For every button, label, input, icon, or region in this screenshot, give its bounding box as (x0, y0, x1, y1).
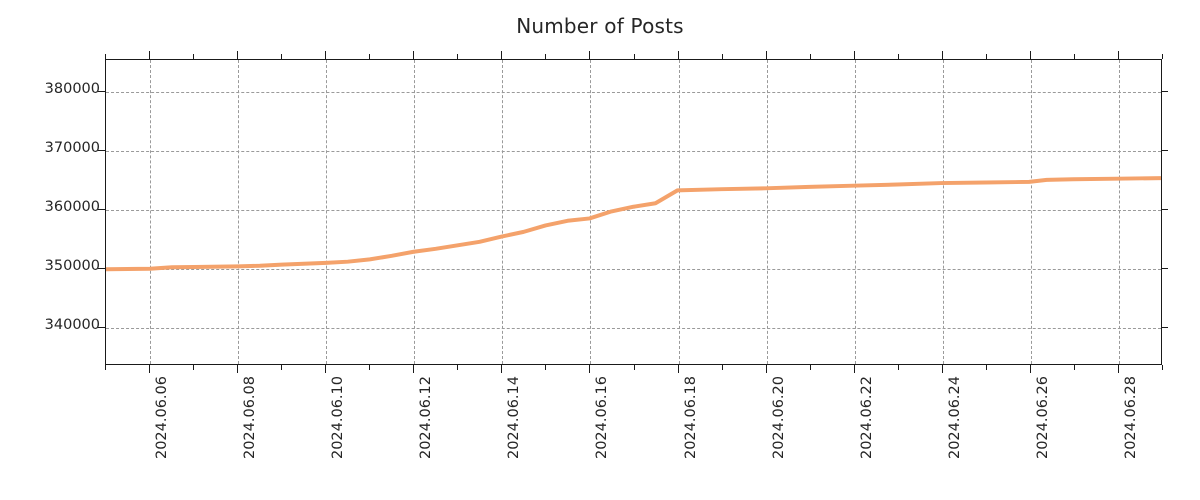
y-tick-mark-right (1161, 91, 1168, 93)
x-tick-mark (149, 365, 151, 373)
x-tick-mark-minor-top (457, 54, 459, 59)
x-tick-mark-top (765, 51, 767, 59)
gridline-horizontal (106, 268, 1161, 270)
x-tick-mark-top (1029, 51, 1031, 59)
y-tick-label: 380000 (44, 81, 100, 98)
x-tick-mark-minor (633, 365, 635, 370)
x-tick-mark-minor (721, 365, 723, 370)
x-tick-mark (237, 365, 239, 373)
y-tick-label: 360000 (44, 199, 100, 216)
x-tick-mark-minor-top (633, 54, 635, 59)
gridline-vertical (502, 60, 504, 364)
x-tick-mark-minor-top (1162, 54, 1163, 59)
x-tick-mark (325, 365, 327, 373)
x-tick-mark-minor-top (105, 54, 106, 59)
y-tick-label: 340000 (44, 316, 100, 333)
x-tick-mark (589, 365, 591, 373)
x-tick-mark (413, 365, 415, 373)
series-number-of-posts (106, 176, 1161, 272)
x-tick-mark-minor (545, 365, 547, 370)
x-tick-mark-minor-top (1073, 54, 1075, 59)
x-tick-mark-top (501, 51, 503, 59)
x-tick-label: 2024.06.08 (242, 376, 259, 460)
gridline-vertical (1118, 60, 1120, 364)
y-tick-mark (98, 209, 106, 211)
gridline-vertical (414, 60, 416, 364)
x-tick-label: 2024.06.16 (594, 376, 611, 460)
gridline-horizontal (106, 327, 1161, 329)
x-tick-mark (1117, 365, 1119, 373)
x-tick-mark (853, 365, 855, 373)
x-tick-label: 2024.06.26 (1034, 376, 1051, 460)
gridline-vertical (590, 60, 592, 364)
x-tick-mark-top (149, 51, 151, 59)
x-tick-mark-minor-top (193, 54, 195, 59)
chart-title: Number of Posts (516, 14, 684, 38)
x-tick-mark-minor (985, 365, 987, 370)
x-tick-mark-minor (809, 365, 811, 370)
y-tick-mark (98, 267, 106, 269)
y-tick-label: 350000 (44, 257, 100, 274)
gridline-vertical (678, 60, 680, 364)
gridline-vertical (238, 60, 240, 364)
gridline-horizontal (106, 210, 1161, 212)
x-tick-mark (765, 365, 767, 373)
x-tick-mark-minor-top (281, 54, 283, 59)
gridline-vertical (766, 60, 768, 364)
y-tick-mark-right (1161, 150, 1168, 152)
y-tick-mark-right (1161, 209, 1168, 211)
x-tick-mark-minor (193, 365, 195, 370)
y-tick-mark-right (1161, 267, 1168, 269)
gridline-vertical (326, 60, 328, 364)
x-tick-mark-minor (1073, 365, 1075, 370)
y-tick-mark-right (1161, 326, 1168, 328)
y-tick-mark (98, 326, 106, 328)
gridline-horizontal (106, 92, 1161, 94)
x-tick-mark-minor-top (809, 54, 811, 59)
x-tick-mark-minor (457, 365, 459, 370)
y-tick-mark (98, 150, 106, 152)
x-tick-mark-minor-top (721, 54, 723, 59)
x-tick-mark-minor-top (369, 54, 371, 59)
x-tick-mark (501, 365, 503, 373)
x-tick-label: 2024.06.06 (154, 376, 171, 460)
x-tick-mark-minor (105, 365, 106, 370)
x-tick-mark-minor-top (985, 54, 987, 59)
x-tick-mark (941, 365, 943, 373)
x-tick-mark-minor-top (897, 54, 899, 59)
gridline-vertical (942, 60, 944, 364)
x-tick-mark-top (941, 51, 943, 59)
x-tick-label: 2024.06.28 (1122, 376, 1139, 460)
x-tick-mark-minor (1162, 365, 1163, 370)
x-tick-mark-top (1117, 51, 1119, 59)
plot-area (105, 59, 1162, 365)
gridline-vertical (854, 60, 856, 364)
gridline-vertical (1030, 60, 1032, 364)
x-tick-mark-top (325, 51, 327, 59)
x-tick-label: 2024.06.14 (506, 376, 523, 460)
x-tick-mark-top (413, 51, 415, 59)
x-tick-mark-top (237, 51, 239, 59)
x-tick-mark-minor-top (545, 54, 547, 59)
y-tick-label: 370000 (44, 140, 100, 157)
x-tick-mark-top (853, 51, 855, 59)
x-tick-mark-top (589, 51, 591, 59)
x-tick-mark-minor (281, 365, 283, 370)
gridline-horizontal (106, 151, 1161, 153)
gridline-vertical (150, 60, 152, 364)
x-tick-mark-minor (897, 365, 899, 370)
x-tick-label: 2024.06.22 (858, 376, 875, 460)
x-tick-label: 2024.06.10 (330, 376, 347, 460)
x-tick-label: 2024.06.12 (418, 376, 435, 460)
x-tick-mark (677, 365, 679, 373)
x-tick-label: 2024.06.20 (770, 376, 787, 460)
x-tick-mark-minor (369, 365, 371, 370)
x-tick-label: 2024.06.18 (682, 376, 699, 460)
x-tick-mark (1029, 365, 1031, 373)
x-tick-label: 2024.06.24 (946, 376, 963, 460)
y-tick-mark (98, 91, 106, 93)
x-tick-mark-top (677, 51, 679, 59)
